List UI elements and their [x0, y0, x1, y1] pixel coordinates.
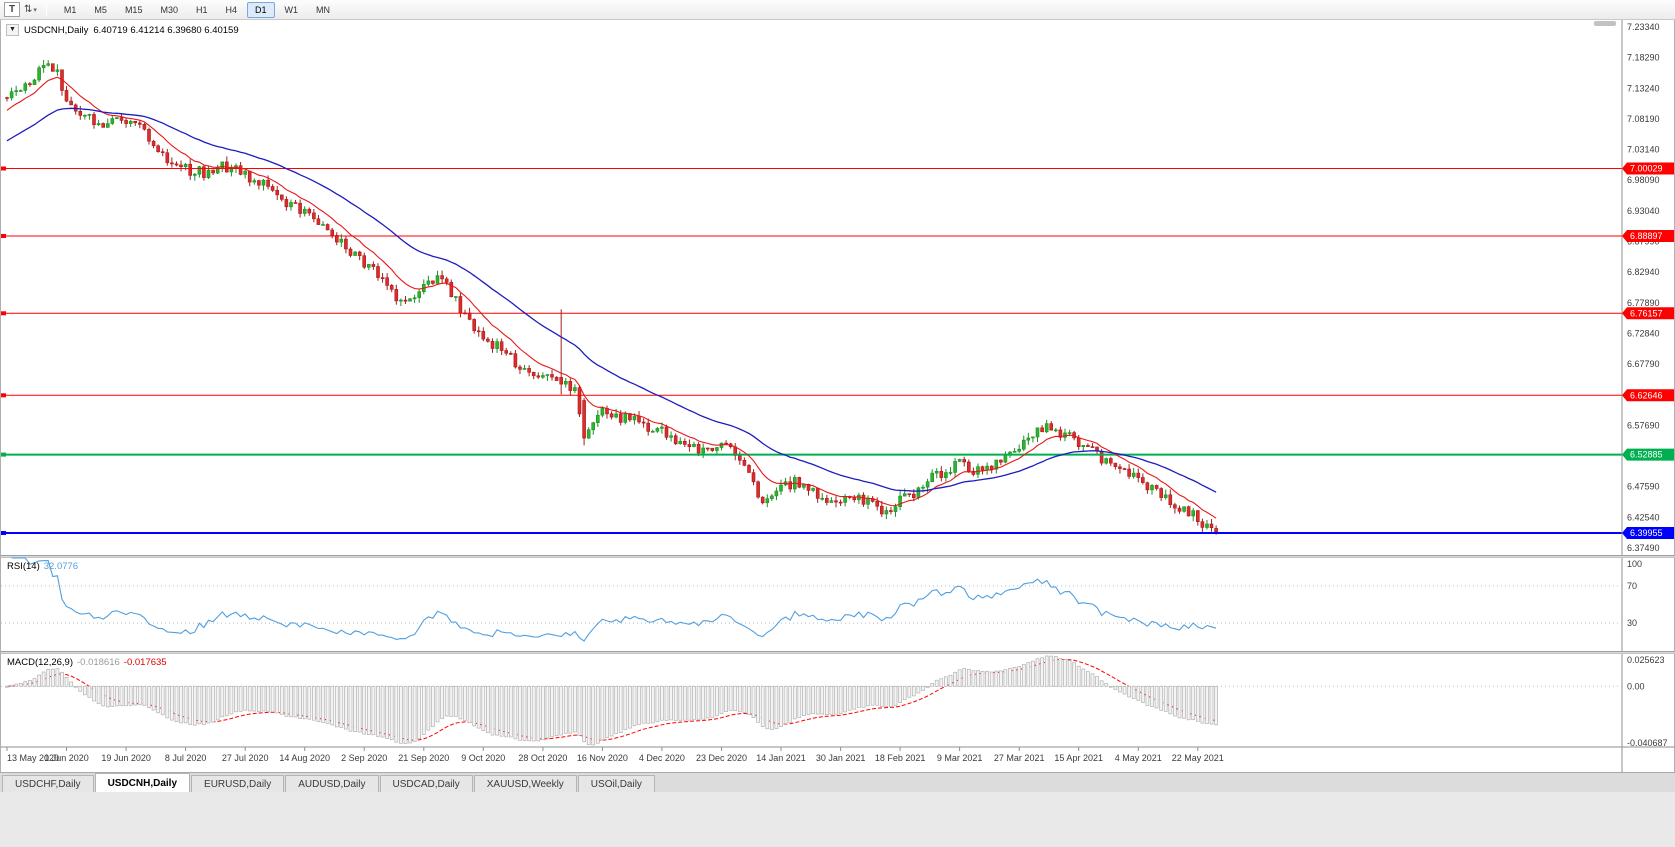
svg-text:6.72840: 6.72840 [1627, 329, 1660, 339]
timeframe-button-m1[interactable]: M1 [63, 4, 77, 15]
svg-text:4 Dec 2020: 4 Dec 2020 [639, 753, 685, 763]
text-tool-button[interactable]: T [4, 2, 20, 17]
svg-text:100: 100 [1627, 559, 1642, 569]
svg-text:6.39955: 6.39955 [1630, 528, 1663, 538]
svg-text:7.18290: 7.18290 [1627, 53, 1660, 63]
rsi-name: RSI(14) [7, 561, 40, 572]
rsi-value: 32.0776 [43, 561, 79, 572]
svg-text:21 Sep 2020: 21 Sep 2020 [398, 753, 449, 763]
cursor-tool-icon: ⇅ [24, 4, 33, 15]
svg-text:7.08190: 7.08190 [1627, 114, 1660, 124]
macd-histogram [5, 655, 1218, 746]
chart-canvas[interactable]: 7.23340 7.18290 7.13240 7.08190 7.03140 6.980… [1, 20, 1675, 772]
macd-signal-value: -0.017635 [123, 657, 167, 668]
timeframe-button-m30[interactable]: M30 [160, 4, 178, 15]
svg-text:6.77890: 6.77890 [1627, 298, 1660, 308]
svg-text:28 Oct 2020: 28 Oct 2020 [518, 753, 567, 763]
svg-text:14 Aug 2020: 14 Aug 2020 [279, 753, 330, 763]
svg-text:7.23340: 7.23340 [1627, 22, 1660, 32]
svg-text:7.03140: 7.03140 [1627, 145, 1660, 155]
svg-text:15 Apr 2021: 15 Apr 2021 [1054, 753, 1103, 763]
timeframe-button-h1[interactable]: H1 [195, 4, 208, 15]
cursor-tool-button[interactable]: ⇅ ▾ [22, 2, 39, 17]
svg-text:6.42540: 6.42540 [1627, 512, 1660, 522]
chart-tab-usdcad-daily[interactable]: USDCAD,Daily [379, 775, 473, 792]
svg-text:6.88897: 6.88897 [1630, 231, 1663, 241]
timeframe-button-m15[interactable]: M15 [124, 4, 143, 15]
svg-text:6.98090: 6.98090 [1627, 175, 1660, 185]
timeframe-button-h4[interactable]: H4 [225, 4, 237, 15]
svg-text:6.47590: 6.47590 [1627, 482, 1660, 492]
chart-title: ▼ USDCNH,Daily 6.40719 6.41214 6.39680 6… [6, 24, 239, 36]
svg-text:8 Jul 2020: 8 Jul 2020 [165, 753, 207, 763]
svg-text:6.52885: 6.52885 [1630, 450, 1663, 460]
svg-text:6.57690: 6.57690 [1627, 420, 1660, 430]
svg-text:6.76157: 6.76157 [1630, 308, 1663, 318]
horizontal-level-lines [1, 166, 1622, 535]
svg-text:0.00: 0.00 [1627, 681, 1645, 691]
svg-text:16 Nov 2020: 16 Nov 2020 [577, 753, 628, 763]
rsi-indicator-label: RSI(14) 32.0776 [7, 561, 78, 572]
chart-scrollbar-thumb[interactable] [1594, 21, 1616, 26]
chart-tab-usoil-daily[interactable]: USOil,Daily [577, 775, 655, 792]
svg-text:6.82940: 6.82940 [1627, 267, 1660, 277]
svg-text:27 Jul 2020: 27 Jul 2020 [222, 753, 269, 763]
timeframe-button-d1[interactable]: D1 [247, 1, 275, 18]
macd-main-value: -0.018616 [77, 657, 120, 668]
toolbar-separator [45, 3, 47, 16]
svg-text:6.93040: 6.93040 [1627, 206, 1660, 216]
svg-text:13 May 2020: 13 May 2020 [7, 753, 59, 763]
timeframe-buttons: M1 M5 M15 M30 H1 H4 D1 W1 MN [56, 1, 338, 18]
svg-text:4 May 2021: 4 May 2021 [1115, 753, 1162, 763]
rsi-pane: 100 70 30 [1, 557, 1642, 642]
svg-text:70: 70 [1627, 581, 1637, 591]
svg-text:30 Jan 2021: 30 Jan 2021 [816, 753, 866, 763]
timeframe-button-w1[interactable]: W1 [284, 4, 299, 15]
svg-text:6.67790: 6.67790 [1627, 359, 1660, 369]
chart-tab-audusd-daily[interactable]: AUDUSD,Daily [285, 775, 379, 792]
bottom-filler [0, 792, 1675, 847]
candlestick-series [5, 60, 1218, 535]
svg-text:9 Oct 2020: 9 Oct 2020 [461, 753, 505, 763]
chevron-down-icon: ▾ [33, 6, 37, 14]
timeframe-button-m5[interactable]: M5 [94, 4, 107, 15]
svg-text:14 Jan 2021: 14 Jan 2021 [756, 753, 806, 763]
one-click-trading-toggle[interactable]: ▼ [6, 24, 19, 36]
svg-text:22 May 2021: 22 May 2021 [1172, 753, 1224, 763]
svg-text:6.37490: 6.37490 [1627, 543, 1660, 553]
macd-name: MACD(12,26,9) [7, 657, 73, 668]
svg-text:1 Jun 2020: 1 Jun 2020 [44, 753, 89, 763]
timeframe-button-mn[interactable]: MN [316, 4, 331, 15]
svg-text:23 Dec 2020: 23 Dec 2020 [696, 753, 747, 763]
svg-text:19 Jun 2020: 19 Jun 2020 [101, 753, 151, 763]
chart-tab-eurusd-daily[interactable]: EURUSD,Daily [191, 775, 285, 792]
ohlc-values: 6.40719 6.41214 6.39680 6.40159 [93, 24, 239, 36]
chart-tab-usdcnh-daily[interactable]: USDCNH,Daily [94, 773, 191, 792]
moving-average-lines [6, 76, 1217, 519]
price-axis-labels[interactable]: 7.23340 7.18290 7.13240 7.08190 7.03140 6.980… [1627, 22, 1660, 553]
svg-text:0.025623: 0.025623 [1627, 655, 1665, 665]
svg-text:27 Mar 2021: 27 Mar 2021 [994, 753, 1045, 763]
chart-symbol-label: USDCNH,Daily [23, 24, 89, 36]
svg-text:7.00029: 7.00029 [1630, 164, 1663, 174]
svg-text:9 Mar 2021: 9 Mar 2021 [937, 753, 983, 763]
macd-indicator-label: MACD(12,26,9) -0.018616 -0.017635 [7, 657, 167, 668]
svg-text:6.62646: 6.62646 [1630, 390, 1663, 400]
toolbar: T ⇅ ▾ M1 M5 M15 M30 H1 H4 D1 W1 MN [0, 0, 1675, 20]
price-line-tags: 7.00029 6.88897 6.76157 6.62646 6.52885 6.399… [1622, 162, 1674, 539]
svg-text:2 Sep 2020: 2 Sep 2020 [341, 753, 387, 763]
svg-text:-0.040687: -0.040687 [1627, 738, 1668, 748]
svg-text:7.13240: 7.13240 [1627, 83, 1660, 93]
svg-text:30: 30 [1627, 618, 1637, 628]
svg-text:18 Feb 2021: 18 Feb 2021 [875, 753, 926, 763]
chart-tab-usdchf-daily[interactable]: USDCHF,Daily [2, 775, 94, 792]
chart-tab-xauusd-weekly[interactable]: XAUUSD,Weekly [473, 775, 577, 792]
chart-window: 7.23340 7.18290 7.13240 7.08190 7.03140 6.980… [0, 20, 1675, 772]
chart-tab-bar: USDCHF,Daily USDCNH,Daily EURUSD,Daily AUDU… [0, 772, 1675, 792]
